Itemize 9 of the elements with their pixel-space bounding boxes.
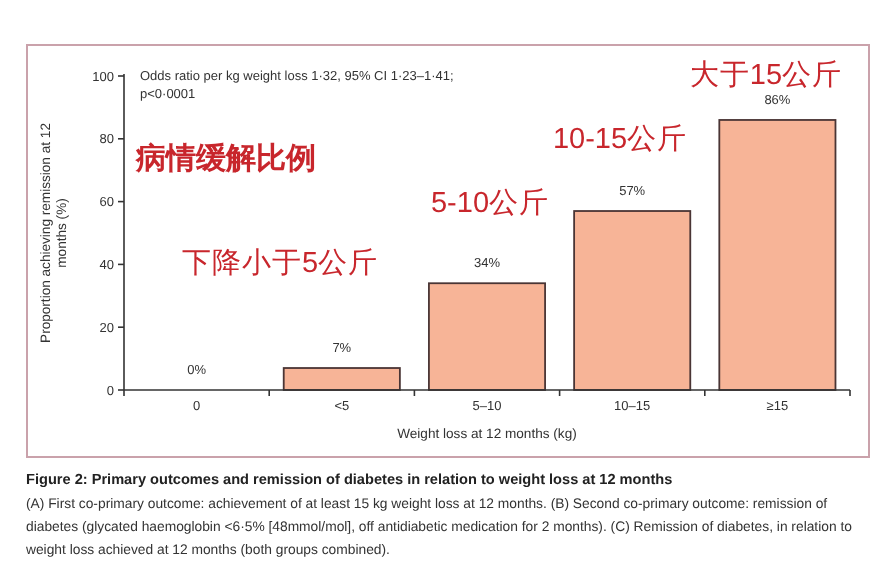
bar bbox=[573, 210, 692, 391]
annotation: 5-10公斤 bbox=[430, 186, 550, 220]
bar bbox=[718, 119, 837, 391]
annotation: 下降小于5公斤 bbox=[181, 246, 379, 280]
annotation: 10-15公斤 bbox=[552, 122, 688, 156]
annotation: 大于15公斤 bbox=[689, 58, 843, 92]
bar bbox=[282, 367, 401, 391]
annotation: 病情缓解比例 bbox=[134, 142, 316, 176]
bar bbox=[428, 282, 546, 391]
